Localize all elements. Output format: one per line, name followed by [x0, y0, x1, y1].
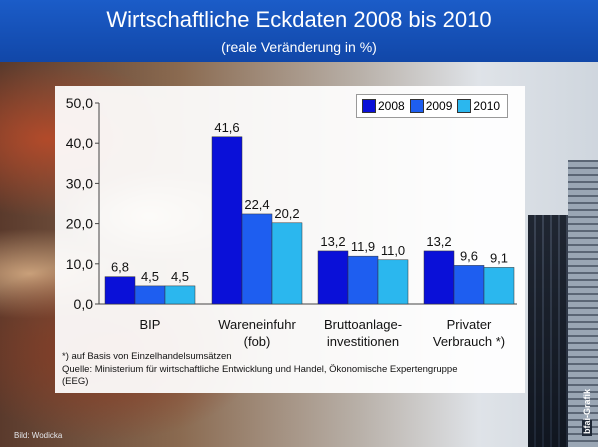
photo-credit: Bild: Wodicka [14, 431, 63, 440]
bar [483, 267, 515, 305]
data-label: 11,0 [381, 243, 405, 258]
data-label: 41,6 [214, 120, 239, 135]
chart-header: Wirtschaftliche Eckdaten 2008 bis 2010 (… [0, 0, 598, 62]
skyscraper-image-2 [568, 160, 598, 447]
bar [271, 222, 303, 305]
y-tick-label: 10,0 [66, 256, 93, 272]
bar [104, 276, 136, 305]
legend-swatch-2010 [457, 99, 472, 113]
legend-swatch-2008 [362, 99, 376, 113]
legend-label-2010: 2010 [473, 99, 501, 113]
bar [453, 265, 485, 305]
legend-item-2009: 2009 [409, 99, 453, 113]
footnote: *) auf Basis von Einzelhandelsumsätzen [62, 351, 232, 362]
y-tick-label: 40,0 [66, 135, 93, 151]
data-label: 22,4 [244, 197, 269, 212]
y-tick-label: 50,0 [66, 95, 93, 111]
data-label: 11,9 [351, 239, 375, 254]
y-tick-label: 0,0 [74, 296, 94, 312]
bar [317, 250, 349, 305]
category-label: Privater [447, 317, 492, 332]
legend-item-2008: 2008 [362, 99, 405, 113]
bar [164, 285, 196, 305]
legend-label-2008: 2008 [378, 99, 405, 113]
data-label: 13,2 [426, 234, 451, 249]
category-label: Verbrauch *) [433, 334, 505, 349]
bar [347, 255, 379, 305]
y-tick-label: 20,0 [66, 216, 93, 232]
legend-label-2009: 2009 [425, 99, 453, 113]
y-tick-label: 30,0 [66, 175, 93, 191]
bar [423, 250, 455, 305]
legend-item-2010: 2010 [457, 99, 500, 113]
bar-chart: 0,0 10,0 20,0 30,0 40,0 50,0 6,8 41,6 13,2 13,2 4,… [66, 95, 517, 349]
data-label: 20,2 [274, 206, 299, 221]
data-label: 9,6 [460, 248, 478, 263]
category-label: BIP [140, 317, 161, 332]
data-label: 4,5 [141, 269, 159, 284]
data-label: 6,8 [111, 260, 129, 275]
bar [241, 213, 273, 305]
chart-subtitle: (reale Veränderung in %) [221, 39, 377, 55]
legend-swatch-2009 [409, 99, 424, 113]
bar [134, 285, 166, 305]
category-label: Bruttoanlage- [324, 317, 402, 332]
source-note-cont: (EEG) [62, 376, 89, 387]
chart-panel: 0,0 10,0 20,0 30,0 40,0 50,0 6,8 41,6 13,2 13,2 4,… [55, 86, 525, 393]
category-label: investitionen [327, 334, 399, 349]
data-label: 13,2 [320, 234, 345, 249]
category-label: (fob) [244, 334, 271, 349]
legend: 2008 2009 2010 [356, 94, 508, 118]
agency-label: bfai-Grafik [582, 389, 592, 436]
chart-title: Wirtschaftliche Eckdaten 2008 bis 2010 [106, 7, 492, 32]
bar [211, 136, 243, 305]
data-label: 9,1 [490, 250, 508, 265]
bar [377, 259, 409, 305]
category-label: Wareneinfuhr [218, 317, 296, 332]
source-note: Quelle: Ministerium für wirtschaftliche … [62, 364, 458, 375]
data-label: 4,5 [171, 269, 189, 284]
